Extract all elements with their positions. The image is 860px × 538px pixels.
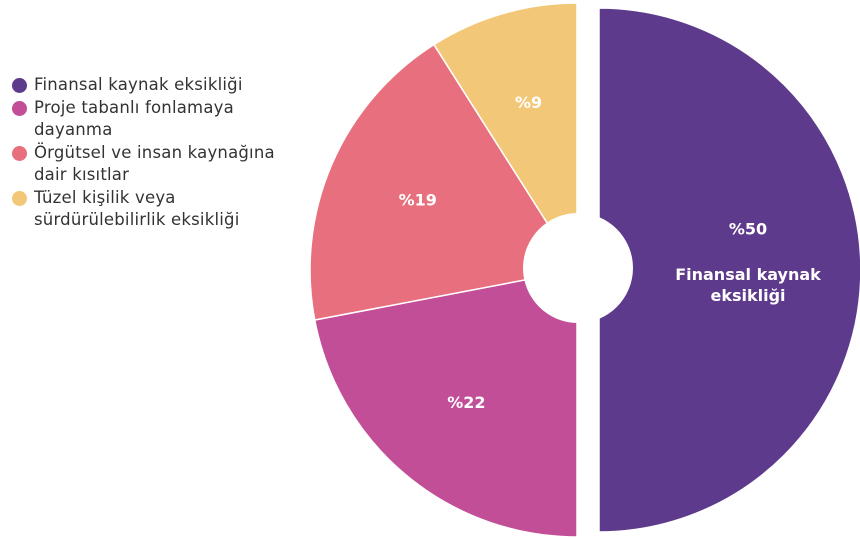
slice-name: Finansal kaynak eksikliği: [675, 265, 821, 305]
legend: Finansal kaynak eksikliği Proje tabanlı f…: [10, 74, 310, 232]
legend-label: Proje tabanlı fonlamaya dayanma: [34, 98, 234, 139]
pie-slice: [432, 2, 578, 273]
legend-item: Örgütsel ve insan kaynağına dair kısıtla…: [10, 142, 310, 186]
slice-label: %9: [515, 93, 542, 112]
legend-label: Örgütsel ve insan kaynağına dair kısıtla…: [34, 143, 275, 184]
legend-label: Finansal kaynak eksikliği: [34, 75, 243, 94]
slice-label: %19: [399, 191, 437, 210]
pie-slice: [598, 7, 860, 533]
slice-label: %22: [447, 393, 485, 412]
pie-slice: [309, 43, 579, 321]
pie-slice: [313, 269, 578, 538]
legend-item: Finansal kaynak eksikliği: [10, 74, 310, 96]
slice-label: %50: [729, 220, 767, 239]
legend-item: Tüzel kişilik veya sürdürülebilirlik eks…: [10, 187, 310, 231]
legend-label: Tüzel kişilik veya sürdürülebilirlik eks…: [34, 188, 240, 229]
legend-swatch: [12, 146, 27, 161]
legend-swatch: [12, 191, 27, 206]
legend-swatch: [12, 78, 27, 93]
legend-swatch: [12, 101, 27, 116]
donut-hole: [523, 213, 633, 323]
legend-item: Proje tabanlı fonlamaya dayanma: [10, 97, 310, 141]
